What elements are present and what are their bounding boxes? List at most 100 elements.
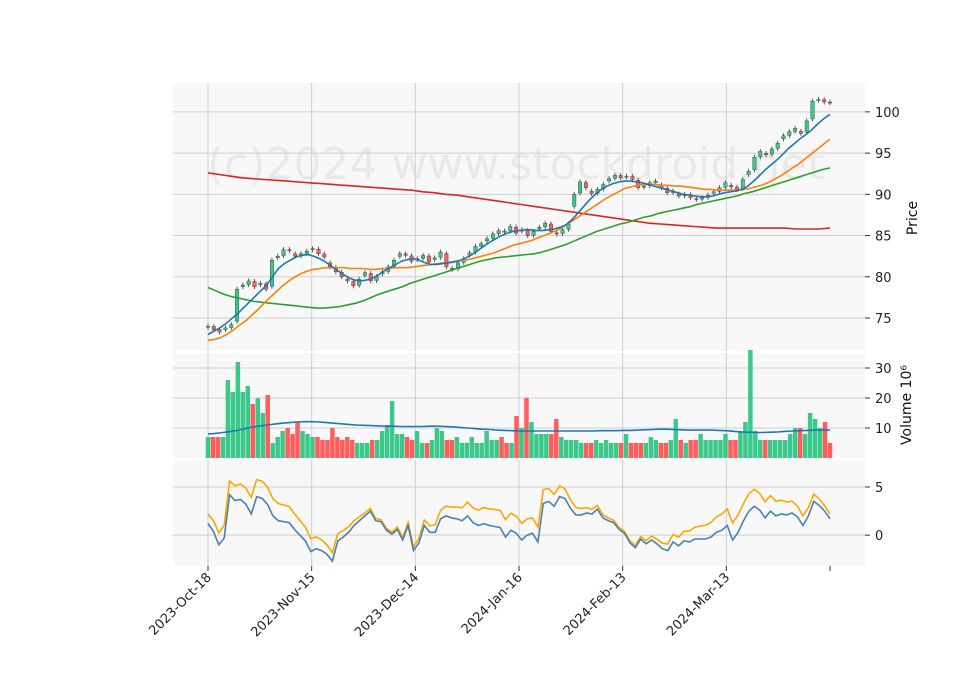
volume-bar [345,437,350,458]
y-tick-label: 80 [875,271,892,286]
volume-bar [280,431,285,458]
volume-bar [504,443,509,458]
volume-bar [792,428,798,458]
volume-bar [260,413,265,458]
candle-body [816,99,821,101]
volume-bar [718,440,723,458]
volume-bar [369,440,375,458]
candle-body [316,249,321,254]
volume-bar [564,440,569,458]
volume-bar [723,434,728,458]
candle-body [287,249,292,251]
candle-body [531,231,536,236]
volume-bar [802,434,808,458]
x-tick-label: 2023-Dec-14 [352,570,422,640]
volume-bar [593,440,599,458]
candle-body [421,255,426,259]
volume-bar [310,437,315,458]
y-tick-label: 75 [875,312,892,327]
volume-bar [350,440,355,458]
ma-mid-line [207,138,831,342]
candle-body [828,101,832,104]
volume-bar [449,440,455,458]
candle-body [618,175,623,179]
candle-body [822,99,827,103]
y-tick-label: 20 [875,392,892,407]
candle-body [583,182,588,188]
volume-bar [633,443,639,458]
candle-body [630,176,635,180]
volume-bar [315,437,320,458]
oscillator-grid [173,460,865,566]
volume-bar [494,440,499,458]
volume-bar [285,428,290,458]
volume-axis-label: Volume 10⁶ [899,365,915,445]
y-tick-label: 5 [875,481,883,496]
volume-bar [713,440,718,458]
candle-body [496,230,501,234]
volume-bar [782,440,788,458]
candle-body [397,253,402,257]
volume-bar [330,428,335,458]
volume-bar [768,440,773,458]
volume-bar [255,398,260,458]
volume-bar [763,440,768,458]
volume-bar [588,443,594,458]
volume-bar [628,443,634,458]
volume-bar [733,440,738,458]
volume-bar [573,440,579,458]
candle-body [403,253,408,256]
volume-bar [743,422,748,458]
oscillator-panel: 05 [173,460,883,566]
volume-bar [569,440,574,458]
candle-body [810,100,815,120]
candle-body [357,279,362,286]
candle-body [612,175,617,179]
x-axis: 2023-Oct-18 2023-Nov-15 2023-Dec-14 2024-Ja… [146,566,831,640]
candle-body [769,148,774,155]
candle-body [676,193,681,197]
candle-body [607,178,612,182]
candle-body [787,131,792,136]
volume-bar [554,419,559,458]
volume-y-ticks: 10 20 30 [865,362,892,437]
volume-bar [817,428,823,458]
volume-bar [703,440,708,458]
candle-body [543,222,548,228]
oscillator-y-ticks: 05 [865,481,883,544]
price-moving-averages [207,113,831,342]
candle-body [345,279,350,282]
candle-body [432,257,437,260]
volume-bar [623,434,629,458]
volume-bar [708,440,713,458]
volume-bar [748,350,753,458]
volume-bars [205,350,833,458]
candle-body [549,223,553,232]
candle-body [653,180,658,183]
volume-bar [514,416,519,458]
x-tick-label: 2023-Nov-15 [248,570,318,640]
price-y-ticks: 75 80 85 90 95 100 [865,106,900,327]
candle-body [624,175,629,178]
x-tick-label: 2024-Jan-16 [459,570,526,637]
volume-bar [464,443,469,458]
volume-bar [364,443,370,458]
candle-body [781,135,786,139]
ma-short-line [207,113,831,336]
candle-body [229,324,234,328]
volume-bar [648,437,654,458]
volume-bar [753,431,758,458]
volume-bar [534,434,539,458]
volume-bar [444,440,450,458]
volume-bar [439,431,445,458]
x-tick-label: 2024-Mar-13 [664,570,733,639]
price-panel: (c)2024 www.stockdroid.net 75 80 85 90 95 100… [173,83,921,351]
candle-body [740,179,745,189]
volume-bar [205,437,211,458]
volume-bar [245,386,251,458]
candle-body [211,326,216,330]
candle-body [798,131,803,134]
candle-body [502,230,507,233]
volume-bar [549,434,554,458]
volume-bar [305,434,310,458]
